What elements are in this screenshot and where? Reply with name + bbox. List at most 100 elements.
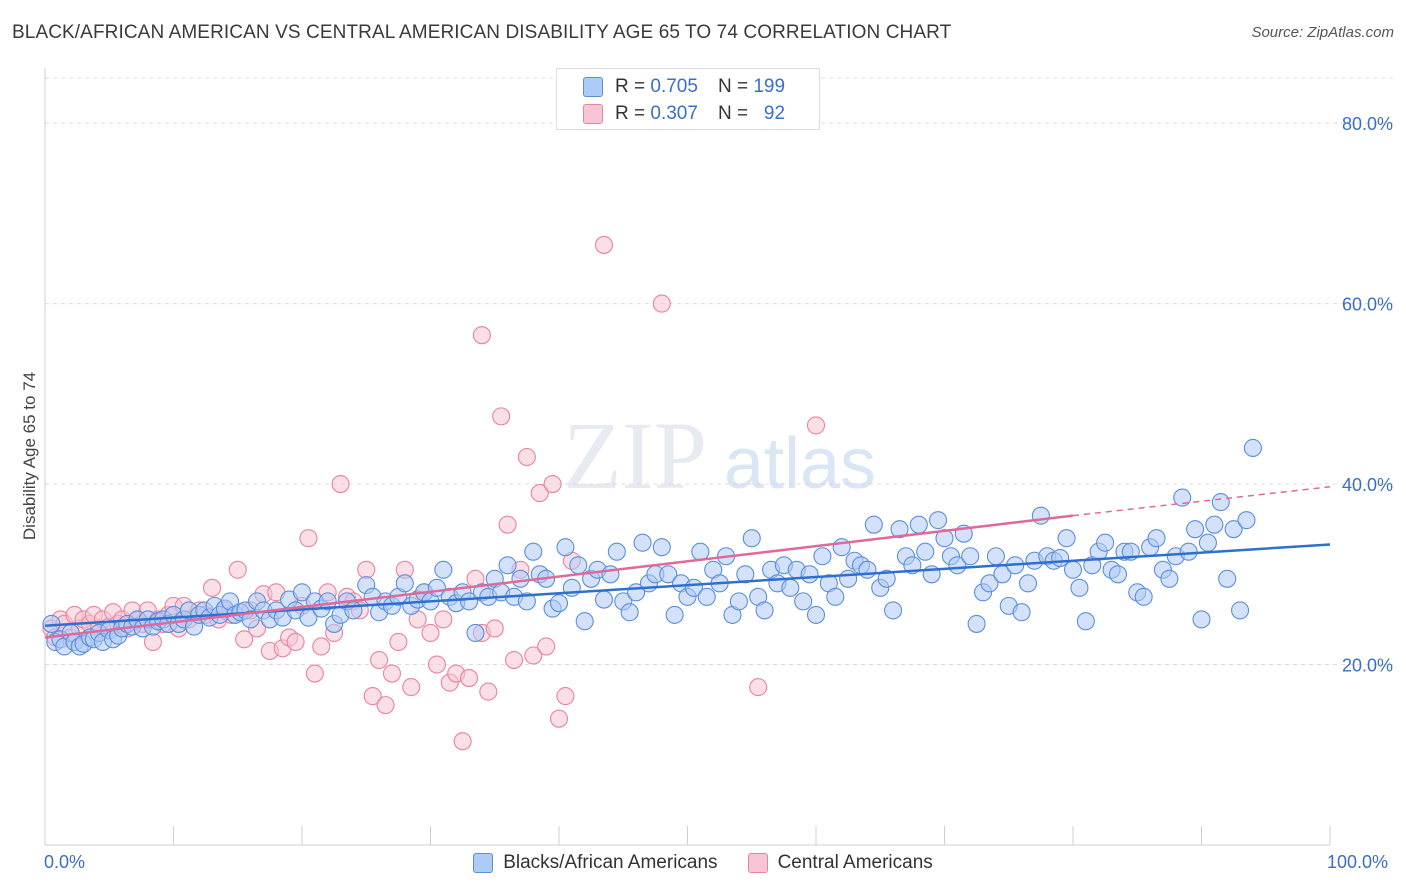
pink-point	[806, 416, 826, 435]
blue-point	[665, 605, 684, 624]
blue-point	[466, 623, 485, 642]
pink-point	[427, 655, 446, 674]
pink-point	[652, 294, 671, 313]
x-tick-label-min: 0.0%	[44, 852, 86, 872]
trend-line-pink	[44, 514, 1074, 639]
blue-point	[800, 565, 819, 584]
pink-point	[402, 678, 421, 697]
pink-point	[389, 632, 408, 652]
blue-point	[980, 574, 999, 593]
blue-point	[961, 547, 980, 566]
pink-point	[203, 578, 222, 597]
blue-point	[916, 542, 935, 561]
blue-point	[781, 578, 800, 597]
pink-point	[382, 664, 402, 683]
blue-point	[498, 556, 517, 575]
blue-point	[1224, 520, 1243, 539]
stats-r-value-blue: 0.705	[650, 76, 698, 97]
blue-point	[659, 565, 678, 584]
pink-point	[331, 475, 350, 494]
blue-point	[755, 601, 774, 620]
blue-point	[884, 601, 903, 620]
blue-point	[1243, 438, 1262, 458]
blue-point	[344, 601, 363, 620]
pink-point	[370, 650, 389, 670]
chart-title: BLACK/AFRICAN AMERICAN VS CENTRAL AMERIC…	[12, 22, 952, 43]
pink-point	[485, 619, 504, 638]
pink-point	[594, 235, 614, 254]
blue-point	[864, 515, 883, 534]
stats-n-label-pink: N =	[717, 103, 749, 124]
blue-point	[241, 610, 260, 629]
blue-point	[967, 614, 986, 633]
stats-r-label-blue: R =	[615, 76, 646, 97]
blue-point	[601, 565, 620, 584]
pink-point	[421, 623, 440, 642]
watermark: ZIP atlas	[563, 402, 876, 509]
blue-point	[1018, 574, 1038, 593]
pink-point	[537, 637, 556, 656]
blue-point	[1179, 542, 1198, 561]
legend: Blacks/African Americans Central America…	[0, 852, 1406, 874]
pink-point	[312, 637, 331, 656]
blue-point	[395, 574, 414, 593]
blue-point	[1108, 565, 1128, 584]
blue-point	[569, 556, 588, 575]
blue-point	[691, 542, 710, 561]
legend-item-blacks[interactable]: Blacks/African Americans	[473, 852, 718, 874]
blue-point	[909, 515, 928, 534]
blue-point	[794, 592, 813, 611]
blue-point	[633, 533, 652, 552]
blue-point	[1012, 603, 1031, 622]
legend-swatch-blue	[473, 853, 494, 873]
blue-point	[1186, 520, 1205, 539]
blue-point	[742, 529, 761, 548]
blue-point	[877, 569, 896, 588]
blue-point	[1070, 578, 1089, 597]
source-label: Source: ZipAtlas.com	[1251, 24, 1394, 41]
pink-point	[376, 696, 395, 715]
pink-point	[530, 484, 549, 503]
blue-point	[729, 592, 748, 611]
series-central-americans	[42, 235, 826, 751]
y-tick-label-60: 60.0%	[1342, 295, 1393, 315]
blue-point	[697, 587, 716, 606]
blue-point	[511, 569, 530, 588]
pink-point	[459, 669, 479, 688]
blue-point	[1231, 601, 1250, 620]
watermark-atlas: atlas	[724, 424, 876, 504]
blue-point	[1134, 587, 1153, 606]
legend-item-central-americans[interactable]: Central Americans	[747, 852, 933, 874]
stats-r-value-pink: 0.307	[650, 103, 698, 124]
stats-row-blue: R = 0.705 N = 199	[583, 75, 785, 99]
blue-point	[1147, 529, 1166, 548]
pink-point	[235, 630, 254, 649]
blue-point	[858, 560, 877, 579]
stats-box: R = 0.705 N = 199 R = 0.307 N = 92	[556, 68, 820, 130]
blue-point	[1160, 569, 1179, 588]
y-tick-labels: 20.0% 40.0% 60.0% 80.0%	[1342, 114, 1393, 675]
stats-swatch-blue	[583, 77, 603, 97]
blue-point	[806, 605, 826, 624]
pink-point	[556, 687, 575, 706]
axes	[44, 68, 1331, 846]
blue-point	[1057, 529, 1076, 548]
watermark-zip: ZIP	[563, 402, 707, 509]
pink-point	[357, 560, 376, 579]
pink-point	[549, 709, 569, 728]
blue-point	[607, 542, 626, 561]
legend-swatch-pink	[747, 853, 768, 873]
pink-point	[453, 732, 472, 751]
stats-n-value-blue: 199	[753, 76, 786, 97]
x-tick-label-max: 100.0%	[1327, 852, 1389, 872]
blue-point	[594, 590, 614, 609]
y-tick-label-40: 40.0%	[1342, 475, 1393, 495]
pink-point	[363, 687, 382, 706]
stats-n-value-pink: 92	[763, 103, 786, 124]
blue-point	[652, 538, 671, 557]
pink-point	[299, 529, 318, 548]
blue-point	[1076, 612, 1095, 631]
pink-point	[472, 326, 491, 345]
stats-row-pink: R = 0.307 N = 92	[583, 102, 785, 126]
